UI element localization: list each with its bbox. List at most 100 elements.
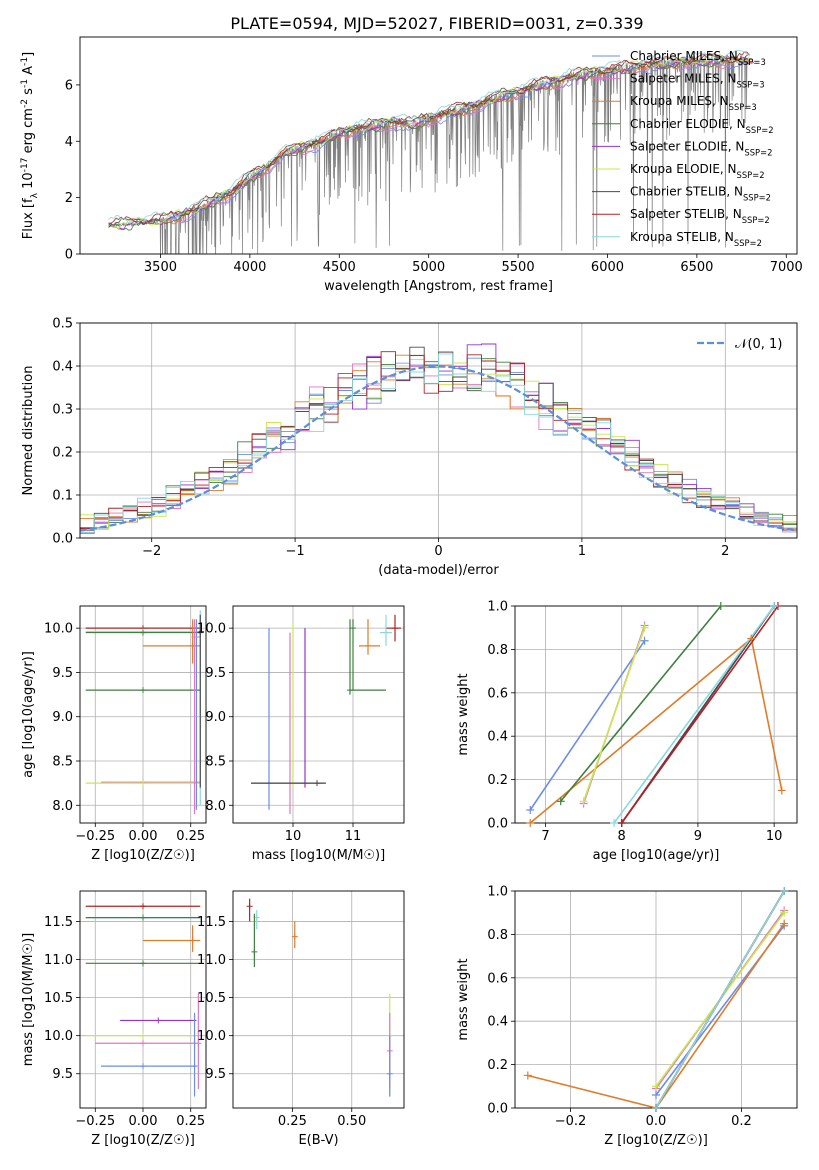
data-point: [365, 642, 371, 649]
axes-frame: [232, 890, 405, 1109]
y-tick-label: 10.0: [44, 1029, 73, 1044]
y-tick-label: 9.5: [205, 666, 226, 681]
label-part: Z [log10(Z/Z☉)]: [604, 1133, 708, 1148]
legend-entry: Chabrier ELODIE, NSSP=2: [630, 117, 774, 135]
panel-age-vs-weight: 7 8 9 10 0.0 0.2 0.4 0.6 0.8 1.0 age [log10(age/yr…: [456, 600, 798, 863]
y-tick-label: 9.5: [52, 1067, 73, 1082]
x-tick-label: 8: [618, 829, 626, 844]
label-part: Kroupa MILES, N: [630, 94, 729, 108]
y-tick-label: 2: [65, 191, 73, 206]
plot-area: [85, 903, 202, 1097]
plot-area: [246, 898, 393, 1097]
data-point: [140, 914, 146, 921]
weight-line: [529, 637, 783, 823]
plot-area: [527, 891, 785, 1108]
label-part: Chabrier STELIB, N: [630, 185, 743, 199]
x-tick-label: 0.2: [731, 1114, 752, 1129]
data-point: [251, 948, 258, 955]
label-part: Normed distribution: [21, 366, 36, 496]
x-tick-label: 6000: [591, 260, 624, 275]
y-axis-label: Normed distribution: [21, 366, 36, 496]
y-tick-label: 0.4: [487, 730, 508, 745]
label-part: Chabrier ELODIE, N: [630, 117, 746, 131]
y-tick-label: 9.5: [52, 666, 73, 681]
data-point: [140, 687, 146, 694]
y-tick-label: 9.5: [205, 1067, 226, 1082]
weight-line: [529, 640, 646, 811]
label-part: A: [21, 66, 36, 79]
data-point: [195, 1040, 202, 1047]
axes-frame: [79, 890, 207, 1109]
x-tick-label: 7: [541, 829, 549, 844]
data-point: [140, 1040, 146, 1047]
y-tick-label: 10.5: [44, 991, 73, 1006]
label-part: Flux [f: [21, 198, 36, 239]
data-point: [191, 1063, 198, 1070]
data-point: [191, 634, 198, 640]
legend-entry: Salpeter ELODIE, NSSP=2: [630, 139, 772, 157]
y-tick-label: 0.8: [487, 928, 508, 943]
x-tick-label: 4000: [233, 260, 266, 275]
series-line: [108, 53, 750, 230]
legend: Chabrier MILES, NSSP=3 Salpeter MILES, N S…: [592, 49, 774, 248]
weight-point: [652, 1082, 660, 1091]
x-tick-label: 0.00: [129, 829, 158, 844]
plot-area: [80, 343, 797, 534]
y-tick-label: 0.3: [52, 403, 73, 418]
y-tick-label: 9.0: [205, 710, 226, 725]
weight-point: [617, 819, 626, 827]
legend-entry: Salpeter STELIB, NSSP=2: [630, 207, 770, 225]
y-tick-label: 0.2: [487, 773, 508, 788]
y-tick-label: 0.2: [487, 1058, 508, 1073]
y-tick-label: 11.0: [197, 953, 226, 968]
legend-entry: Chabrier MILES, NSSP=3: [630, 49, 766, 67]
panel-ebv-vs-mass: 0.25 0.50 9.5 10.0 10.5 11.0 11.5 E(B-V): [197, 890, 405, 1148]
label-part: SSP=2: [746, 125, 774, 135]
y-tick-label: 10.0: [44, 622, 73, 637]
x-tick-label: 11: [345, 829, 362, 844]
y-axis-label: age [log10(age/yr)]: [21, 651, 36, 778]
y-axis-label: Flux [fλ 10-17 erg cm-2 s-1 A-1]: [20, 52, 40, 239]
label-part: SSP=2: [744, 147, 772, 157]
x-tick-label: 9: [694, 829, 702, 844]
histogram-step: [80, 353, 797, 533]
legend-entry: Kroupa ELODIE, NSSP=2: [630, 162, 765, 180]
panel-spectrum: 3500 4000 4500 5000 5500 6000 6500 7000 0 2 4 6 wave…: [20, 36, 803, 294]
data-point: [350, 625, 356, 632]
plot-area: [108, 49, 755, 254]
y-tick-label: 0.5: [52, 317, 73, 332]
x-axis-label: Z [log10(Z/Z☉)]: [604, 1133, 708, 1148]
data-point: [386, 1070, 393, 1077]
x-tick-label: 6500: [680, 260, 713, 275]
label-part: SSP=2: [737, 170, 765, 180]
label-part: mass weight: [456, 958, 471, 1040]
x-tick-label: 5000: [412, 260, 445, 275]
legend-entry: Kroupa MILES, NSSP=3: [630, 94, 757, 112]
weight-point: [770, 602, 779, 610]
weight-point: [523, 1071, 532, 1080]
label-part: -1: [20, 79, 30, 88]
label-part: SSP=2: [734, 238, 762, 248]
normal-curve: [80, 365, 797, 532]
y-tick-label: 0.6: [487, 971, 508, 986]
label-part: age [log10(age/yr)]: [593, 848, 720, 863]
x-tick-label: 5500: [502, 260, 535, 275]
label-part: erg cm: [21, 108, 36, 157]
label-part: Salpeter MILES, N: [630, 72, 737, 86]
label-part: ]: [21, 52, 36, 57]
data-point: [347, 687, 353, 694]
x-tick-label: −0.2: [555, 1114, 587, 1129]
label-part: SSP=2: [743, 193, 771, 203]
x-tick-label: 0.25: [176, 829, 205, 844]
label-part: Kroupa ELODIE, N: [630, 162, 737, 176]
y-tick-label: 6: [65, 78, 73, 93]
label-part: Salpeter ELODIE, N: [630, 139, 744, 153]
x-tick-label: 0.25: [278, 1114, 307, 1129]
y-tick-label: 0: [65, 248, 73, 263]
data-point: [314, 780, 320, 787]
data-point: [140, 629, 146, 636]
panel-z-vs-weight: −0.2 0.0 0.2 0.0 0.2 0.4 0.6 0.8 1.0 Z [log10(Z/Z…: [456, 885, 798, 1148]
label-part: E(B-V): [298, 1133, 338, 1148]
weight-line: [560, 606, 722, 802]
